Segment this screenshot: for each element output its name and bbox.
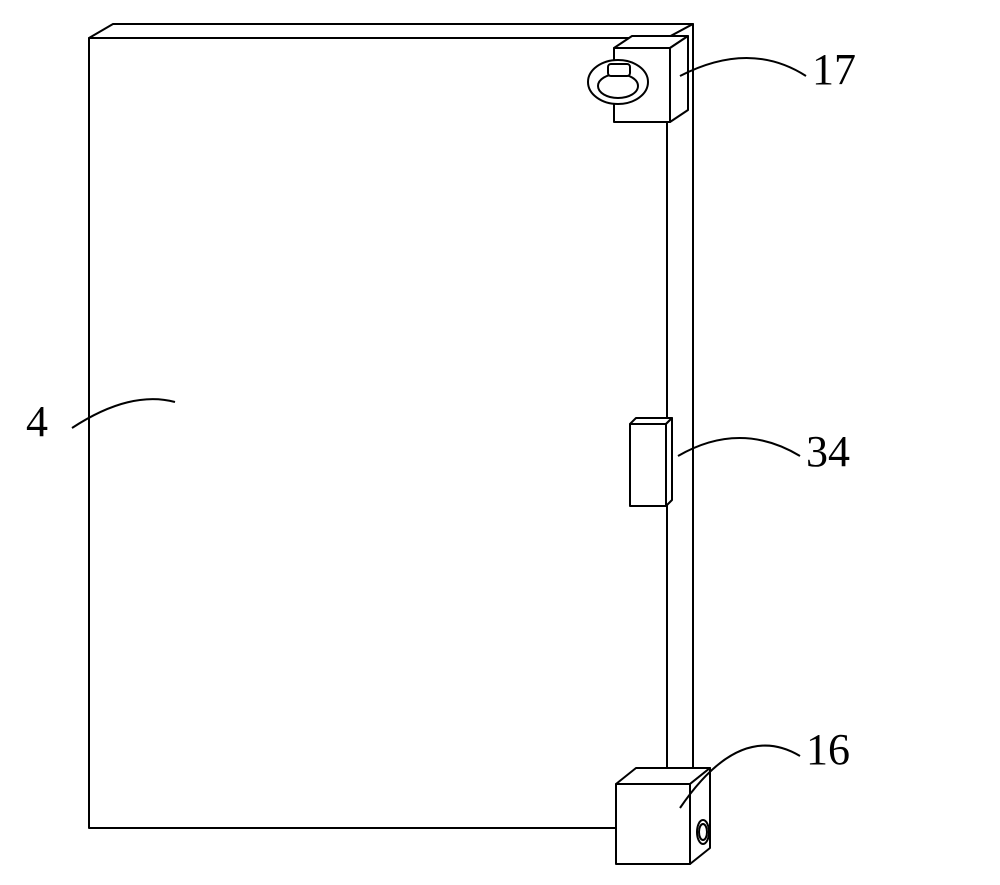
callout-label-34: 34 xyxy=(806,426,850,477)
callout-label-17: 17 xyxy=(812,44,856,95)
callout-label-4: 4 xyxy=(26,396,48,447)
callout-label-16: 16 xyxy=(806,724,850,775)
technical-drawing xyxy=(0,0,1000,885)
